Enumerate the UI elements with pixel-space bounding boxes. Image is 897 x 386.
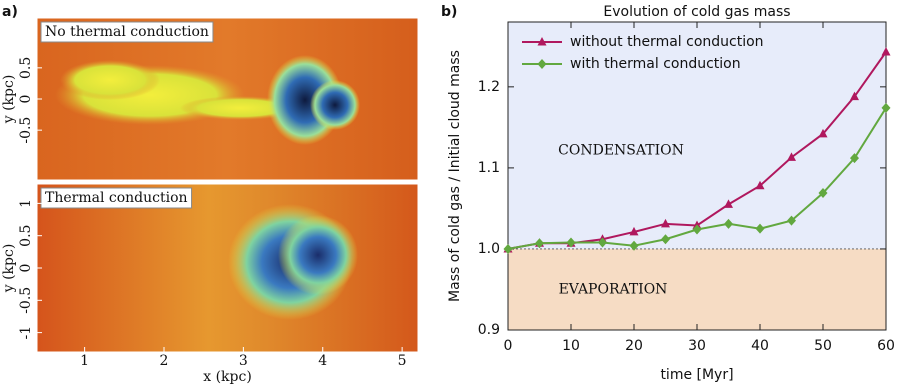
marker <box>787 152 796 161</box>
x-tick-label: 2 <box>160 353 169 369</box>
marker <box>850 91 859 101</box>
cloud-top <box>55 55 360 145</box>
x-tick-label: 60 <box>877 338 895 354</box>
x-tick-label: 10 <box>562 338 580 354</box>
region-label: EVAPORATION <box>559 281 668 297</box>
cloud-bottom <box>228 204 358 320</box>
y-tick-label: -0.5 <box>18 287 34 314</box>
legend-label: with thermal conduction <box>570 56 741 72</box>
marker <box>598 237 607 248</box>
marker <box>724 218 733 229</box>
y-tick-label: 0.5 <box>18 57 34 79</box>
marker <box>503 243 513 254</box>
y-tick-label: 0 <box>18 95 34 104</box>
panel-label: a) <box>2 4 18 20</box>
x-tick-label: 1 <box>80 353 89 369</box>
panel-title-box <box>40 21 214 43</box>
y-tick-label: 1 <box>18 199 34 208</box>
y-tick-label: 0.5 <box>18 225 34 247</box>
marker <box>535 238 544 249</box>
y-axis-label: y (kpc) <box>1 244 17 294</box>
marker <box>881 102 891 113</box>
y-tick-label: -0.5 <box>18 117 34 144</box>
marker <box>755 180 765 190</box>
legend-marker <box>537 59 547 69</box>
region-label: CONDENSATION <box>558 142 684 158</box>
y-tick-label: 1.1 <box>478 160 500 176</box>
marker <box>629 240 639 251</box>
marker <box>692 224 702 235</box>
y-tick-label: 1.2 <box>478 79 500 95</box>
panel-label: b) <box>441 4 457 20</box>
marker <box>661 218 670 228</box>
panel-a <box>37 18 418 352</box>
x-tick-label: 20 <box>625 338 643 354</box>
marker <box>818 128 828 138</box>
marker <box>629 226 639 236</box>
x-axis-label: x (kpc) <box>203 369 252 385</box>
panel-title: No thermal conduction <box>45 24 209 40</box>
x-tick-label: 0 <box>504 338 513 354</box>
panel-title: Thermal conduction <box>45 190 188 206</box>
y-tick-label: 0 <box>18 264 34 273</box>
x-tick-label: 40 <box>751 338 769 354</box>
evaporation-region <box>508 248 886 330</box>
marker <box>818 188 828 199</box>
marker <box>566 237 576 248</box>
y-axis-label: y (kpc) <box>1 75 17 125</box>
x-axis-label: time [Myr] <box>660 367 733 383</box>
marker <box>755 223 765 234</box>
panel-title-box <box>40 187 193 209</box>
y-tick-label: -1 <box>18 326 34 340</box>
x-tick-label: 5 <box>398 353 407 369</box>
y-tick-label: 1.0 <box>478 241 500 257</box>
marker <box>881 46 891 56</box>
chart-title: Evolution of cold gas mass <box>603 4 790 20</box>
marker <box>724 199 733 208</box>
x-tick-label: 50 <box>814 338 832 354</box>
y-axis-label: Mass of cold gas / Initial cloud mass <box>447 50 463 302</box>
simulation-image <box>37 184 418 352</box>
marker <box>787 215 796 226</box>
legend-marker <box>537 37 547 46</box>
y-tick-label: 0.9 <box>478 322 500 338</box>
x-tick-label: 30 <box>688 338 706 354</box>
panel-b: CONDENSATION EVAPORATION b) Evolution of co… <box>441 4 895 383</box>
marker <box>661 234 670 245</box>
x-tick-label: 3 <box>239 353 248 369</box>
marker <box>850 153 859 164</box>
x-tick-label: 4 <box>318 353 327 369</box>
legend-label: without thermal conduction <box>570 34 764 50</box>
